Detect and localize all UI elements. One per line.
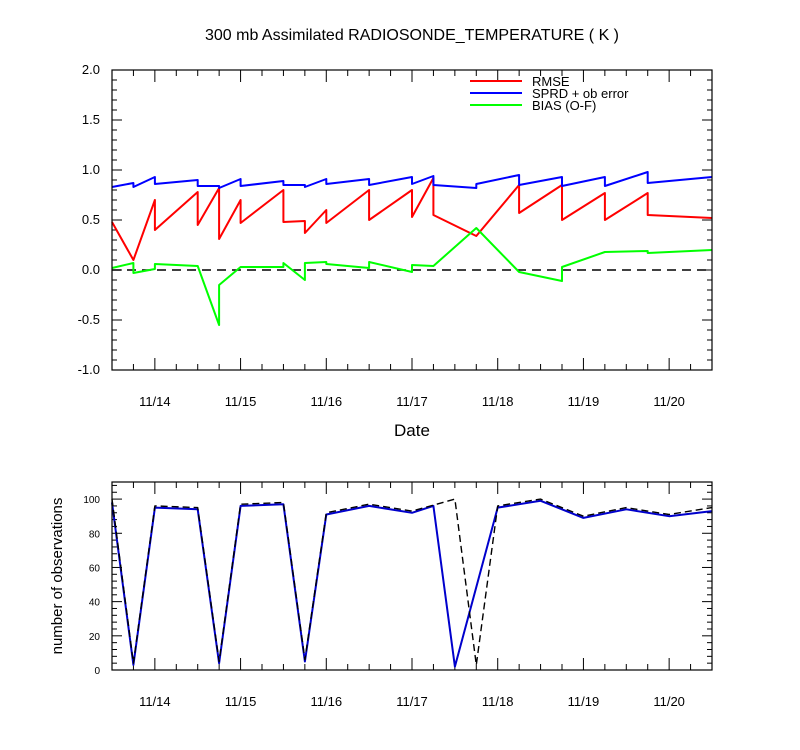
y-tick-label: 1.5 <box>82 112 100 127</box>
top-ticks: 11/14 11/15 11/16 11/17 11/18 11/19 11/20 -1.0 -… <box>78 62 713 409</box>
series-line-1 <box>111 498 713 666</box>
y-tick-label: 0.5 <box>82 212 100 227</box>
bottom-series <box>111 498 713 668</box>
series-line-1 <box>111 171 713 189</box>
y-tick-label: 1.0 <box>82 162 100 177</box>
legend-label-1: SPRD + ob error <box>532 86 629 101</box>
x-tick-label: 11/18 <box>482 394 514 409</box>
x-tick-label: 11/20 <box>653 394 685 409</box>
x-tick-label: 11/18 <box>482 694 514 709</box>
bottom-plot-frame <box>111 481 713 671</box>
x-tick-label: 11/19 <box>568 694 600 709</box>
bottom-ticks: 11/14 11/15 11/16 11/17 11/18 11/19 11/20 0 20 40… <box>83 482 713 709</box>
y-tick-label: 0.0 <box>82 262 100 277</box>
y-axis-label: number of observations <box>49 498 66 655</box>
x-axis-label: Date <box>394 421 430 440</box>
y-tick-label: 40 <box>89 598 101 609</box>
top-series <box>111 171 713 326</box>
y-tick-label: 100 <box>83 495 100 506</box>
x-tick-label: 11/20 <box>653 694 685 709</box>
y-tick-label: -1.0 <box>78 362 100 377</box>
x-tick-label: 11/15 <box>225 394 257 409</box>
bottom-chart: 11/14 11/15 11/16 11/17 11/18 11/19 11/20 0 20 40… <box>49 481 713 709</box>
legend-label-0: RMSE <box>532 74 570 89</box>
top-plot-frame <box>111 69 713 371</box>
y-tick-label: 0 <box>94 666 100 677</box>
y-tick-label: 2.0 <box>82 62 100 77</box>
x-tick-label: 11/17 <box>396 694 428 709</box>
x-tick-label: 11/14 <box>139 394 171 409</box>
x-tick-label: 11/15 <box>225 694 257 709</box>
series-line-2 <box>111 227 713 326</box>
legend-label-2: BIAS (O-F) <box>532 98 596 113</box>
x-tick-label: 11/16 <box>310 394 342 409</box>
chart-title: 300 mb Assimilated RADIOSONDE_TEMPERATUR… <box>205 27 619 44</box>
y-tick-label: 80 <box>89 529 101 540</box>
top-chart: 300 mb Assimilated RADIOSONDE_TEMPERATUR… <box>78 27 713 440</box>
y-tick-label: 60 <box>89 563 101 574</box>
y-tick-label: 20 <box>89 632 101 643</box>
y-tick-label: -0.5 <box>78 312 100 327</box>
x-tick-label: 11/16 <box>310 694 342 709</box>
x-tick-label: 11/14 <box>139 694 171 709</box>
series-line-0 <box>111 499 713 668</box>
series-line-0 <box>111 177 713 261</box>
x-tick-label: 11/19 <box>568 394 600 409</box>
x-tick-label: 11/17 <box>396 394 428 409</box>
